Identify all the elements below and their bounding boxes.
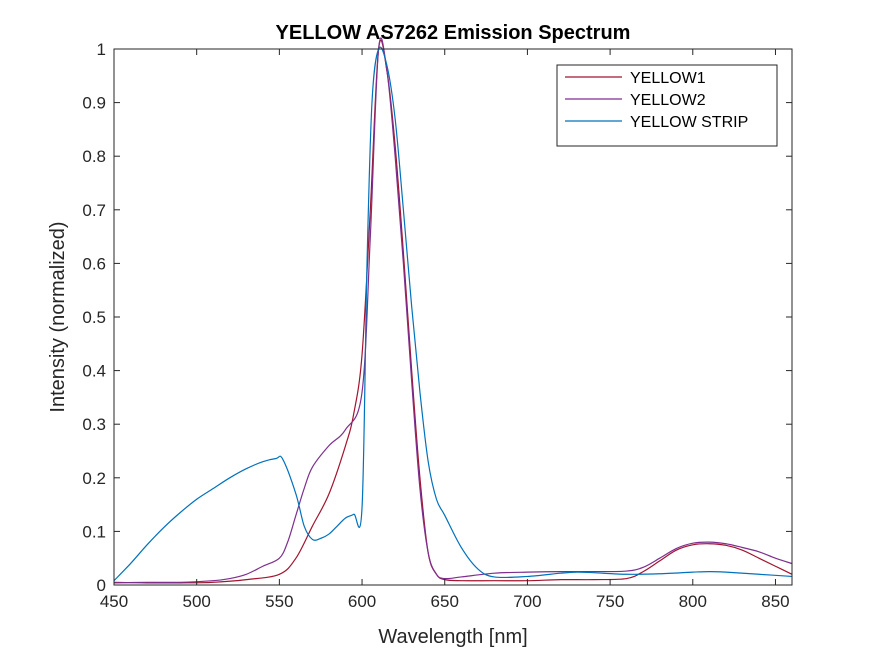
x-tick-label: 800 [679, 592, 707, 611]
y-tick-label: 0 [97, 576, 106, 595]
x-tick-label: 450 [100, 592, 128, 611]
legend: YELLOW1 YELLOW2 YELLOW STRIP [556, 64, 778, 147]
y-tick-label: 0.7 [82, 201, 106, 220]
series-line-2 [113, 37, 793, 584]
x-axis: 450 500 550 600 650 700 750 800 850 [100, 49, 790, 611]
y-tick-label: 0.1 [82, 522, 106, 541]
legend-label-1: YELLOW1 [630, 70, 706, 87]
y-tick-label: 1 [97, 40, 106, 59]
y-tick-label: 0.8 [82, 147, 106, 166]
series-line-1 [113, 39, 793, 584]
x-tick-label: 700 [513, 592, 541, 611]
y-axis: 0 0.1 0.2 0.3 0.4 0.5 0.6 0.7 0.8 0.9 1 [82, 40, 792, 595]
x-tick-label: 600 [348, 592, 376, 611]
series-layer [113, 37, 793, 584]
x-tick-label: 650 [431, 592, 459, 611]
series-line-3 [113, 46, 793, 582]
chart-title: YELLOW AS7262 Emission Spectrum [276, 22, 631, 44]
y-tick-label: 0.5 [82, 308, 106, 327]
y-tick-label: 0.6 [82, 254, 106, 273]
x-tick-label: 750 [596, 592, 624, 611]
y-tick-label: 0.4 [82, 362, 106, 381]
legend-label-2: YELLOW2 [630, 92, 706, 109]
x-axis-label: Wavelength [nm] [378, 626, 527, 648]
x-tick-label: 500 [182, 592, 210, 611]
x-tick-label: 850 [761, 592, 789, 611]
y-tick-label: 0.3 [82, 415, 106, 434]
legend-label-3: YELLOW STRIP [630, 114, 748, 131]
y-tick-label: 0.2 [82, 469, 106, 488]
legend-box [556, 64, 778, 147]
x-tick-label: 550 [265, 592, 293, 611]
y-axis-label: Intensity (normalized) [47, 221, 69, 412]
y-tick-label: 0.9 [82, 94, 106, 113]
